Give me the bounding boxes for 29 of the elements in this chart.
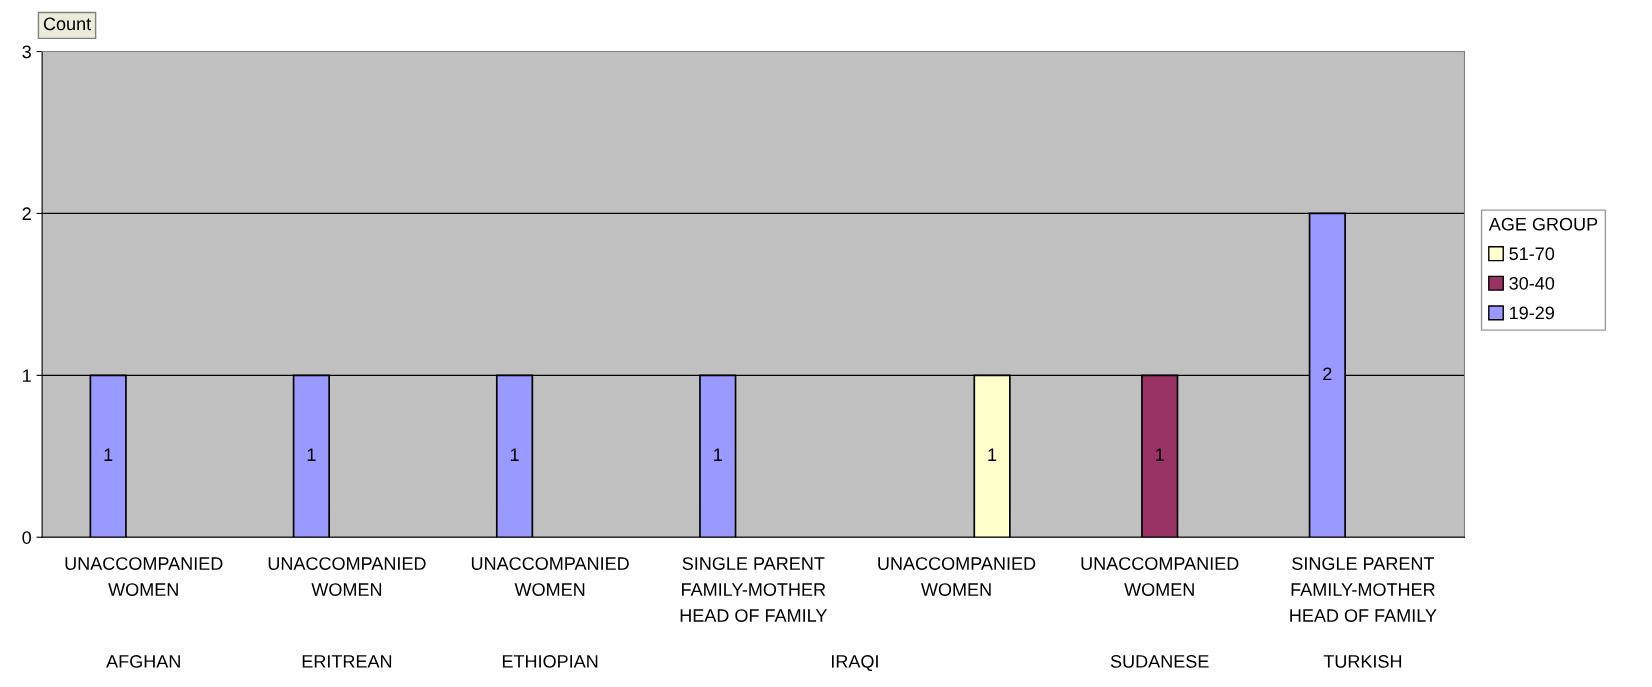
legend-label: 30-40 — [1509, 276, 1555, 290]
data-label: 1 — [510, 448, 519, 461]
x-tick-label: SINGLE PARENT FAMILY-MOTHER HEAD OF FAMILY — [1290, 557, 1437, 622]
text: ERITREAN — [302, 655, 392, 668]
text: TURKISH — [1323, 655, 1402, 668]
x-tick-label: UNACCOMPANIED WOMEN — [268, 557, 426, 596]
legend-label: 19-29 — [1510, 306, 1554, 320]
text: SUDANESE — [1110, 655, 1209, 668]
x-tick-label: UNACCOMPANIED WOMEN — [1081, 557, 1239, 596]
data-label: 1 — [988, 448, 997, 461]
data-label: 2 — [1323, 367, 1332, 380]
text: AFGHAN — [106, 655, 180, 668]
y-axis-title: Count — [43, 17, 91, 31]
x-tick-label: UNACCOMPANIED WOMEN — [65, 557, 223, 596]
legend-label: 51-70 — [1509, 247, 1555, 261]
y-tick-label: 1 — [23, 369, 31, 382]
data-label: 1 — [714, 448, 722, 461]
y-tick-label: 0 — [22, 531, 31, 544]
data-label: 1 — [104, 448, 113, 461]
x-tick-label: SINGLE PARENT FAMILY-MOTHER HEAD OF FAMILY — [680, 557, 827, 622]
x-tick-label: UNACCOMPANIED WOMEN — [878, 557, 1036, 596]
y-tick-label: 2 — [22, 207, 31, 220]
x-tick-label: UNACCOMPANIED WOMEN — [471, 557, 629, 596]
text: IRAQI — [832, 655, 878, 672]
data-label: 1 — [1156, 448, 1164, 461]
data-label: 1 — [307, 448, 316, 461]
y-tick-label: 3 — [22, 45, 31, 59]
legend-title: AGE GROUP — [1488, 217, 1598, 231]
text: ETHIOPIAN — [502, 655, 598, 668]
